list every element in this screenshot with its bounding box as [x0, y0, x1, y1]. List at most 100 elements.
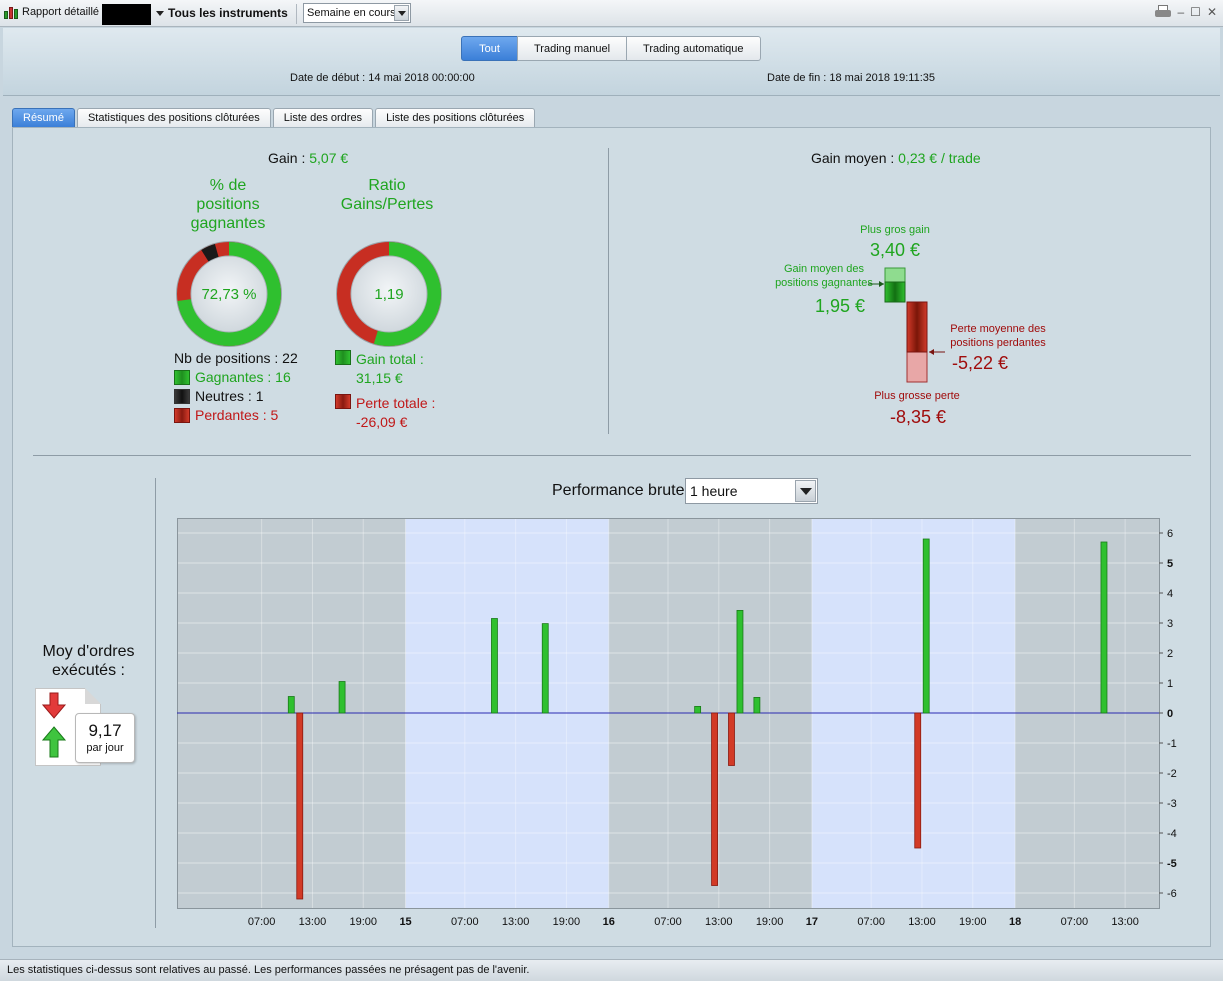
red-swatch-icon: [174, 407, 190, 423]
maximize-icon[interactable]: ☐: [1190, 5, 1201, 19]
orders-unit: par jour: [86, 742, 124, 754]
close-icon[interactable]: ✕: [1206, 5, 1217, 19]
positive-bar: [541, 623, 549, 714]
winning-label: Gagnantes : 16: [195, 369, 291, 385]
biggest-loss-value: -8,35 €: [889, 407, 947, 427]
end-date-value: 18 mai 2018 19:11:35: [829, 72, 935, 84]
segment-all[interactable]: Tout: [461, 36, 518, 61]
x-tick-label: 07:00: [451, 916, 479, 928]
y-tick-label: -6: [1167, 888, 1177, 900]
print-icon[interactable]: [1155, 5, 1172, 19]
avg-losing-label-line: Perte moyenne des: [950, 323, 1046, 335]
x-tick-label: 16: [603, 916, 615, 928]
ratio-title-line: Ratio: [368, 177, 406, 194]
toolbar: Rapport détaillé Tous les instruments Se…: [0, 0, 1223, 27]
end-date-label: Date de fin :: [767, 72, 827, 84]
interval-dropdown-button[interactable]: [795, 480, 816, 502]
legend-neutral: Neutres : 1: [174, 388, 263, 404]
total-loss: Perte totale : -26,09 €: [356, 394, 435, 432]
x-tick-label: 19:00: [756, 916, 784, 928]
avg-gain-value: 0,23 € / trade: [898, 150, 981, 166]
report-label: Rapport détaillé: [22, 6, 100, 18]
legend-total-gain: Gain total : 31,15 €: [335, 350, 424, 388]
x-tick-label: 17: [806, 916, 818, 928]
positive-bar: [753, 696, 761, 714]
gain-value: 5,07 €: [309, 150, 349, 166]
segment-manual[interactable]: Trading manuel: [517, 36, 628, 61]
instrument-dropdown[interactable]: Tous les instruments: [156, 6, 288, 20]
winners-title-line: gagnantes: [190, 215, 266, 232]
negative-bar: [296, 712, 304, 900]
performance-chart: 6 5 4 3 2 1 0 -1 -2 -3 -4 -5 -6 07:00 13:00 19:00 15 07:0…: [177, 518, 1177, 928]
ratio-value: 1,19: [374, 285, 404, 303]
chevron-down-icon: [156, 10, 164, 16]
y-tick-label: -4: [1167, 828, 1177, 840]
y-tick-label: 1: [1167, 678, 1173, 690]
winners-donut-chart: [176, 241, 282, 347]
section-divider: [155, 478, 156, 928]
gain-label: Gain :: [268, 150, 306, 166]
y-tick-label: 6: [1167, 528, 1173, 540]
avg-winning-label: Gain moyen des positions gagnantes: [761, 262, 887, 290]
ratio-title-line: Gains/Pertes: [340, 196, 434, 213]
positive-bar: [736, 610, 744, 714]
winners-title-line: % de: [209, 177, 247, 194]
green-swatch-icon: [174, 369, 190, 385]
tab-bar: Résumé Statistiques des positions clôtur…: [12, 108, 537, 127]
x-tick-label: 19:00: [349, 916, 377, 928]
negative-bar: [711, 712, 718, 886]
chevron-down-icon: [799, 487, 812, 495]
interval-value: 1 heure: [690, 483, 738, 499]
section-divider: [33, 455, 1191, 456]
tab-orders-list[interactable]: Liste des ordres: [272, 108, 374, 127]
y-tick-label: -1: [1167, 738, 1177, 750]
period-dropdown-button[interactable]: [394, 5, 409, 21]
minimize-icon[interactable]: –: [1177, 5, 1185, 19]
positive-bar: [338, 681, 346, 714]
total-gain-value: 31,15 €: [356, 370, 403, 386]
x-tick-label: 13:00: [908, 916, 936, 928]
x-tick-label: 18: [1009, 916, 1021, 928]
start-date-value: 14 mai 2018 00:00:00: [368, 72, 475, 84]
legend-winning: Gagnantes : 16: [174, 369, 291, 385]
tab-closed-stats[interactable]: Statistiques des positions clôturées: [76, 108, 271, 127]
avg-losing-value: -5,22 €: [951, 353, 1009, 373]
winners-donut: 72,73 %: [175, 240, 283, 348]
summary-panel: Gain : 5,07 € % de positions gagnantes R…: [12, 127, 1211, 947]
y-tick-label: 0: [1167, 708, 1173, 720]
orders-arrows-icon: [42, 692, 67, 758]
orders-per-day-card: 9,17 par jour: [75, 713, 135, 763]
x-tick-label: 13:00: [502, 916, 530, 928]
tab-summary[interactable]: Résumé: [12, 108, 75, 127]
orders-title-line: Moy d'ordres: [42, 643, 135, 660]
winners-title-line: positions: [196, 196, 260, 213]
avg-winning-label-line: positions gagnantes: [775, 277, 873, 289]
period-value: Semaine en cours: [307, 7, 396, 19]
trading-mode-selector: Tout Trading manuel Trading automatique: [461, 36, 761, 61]
segment-automatic[interactable]: Trading automatique: [626, 36, 761, 61]
green-swatch-icon: [335, 350, 351, 365]
total-loss-value: -26,09 €: [356, 414, 408, 430]
y-tick-label: 4: [1167, 588, 1173, 600]
total-loss-label: Perte totale :: [356, 395, 436, 411]
biggest-gain-value: 3,40 €: [869, 240, 921, 260]
report-chart-icon: [4, 5, 19, 19]
x-tick-label: 13:00: [299, 916, 327, 928]
report-button[interactable]: Rapport détaillé: [4, 5, 99, 19]
tab-closed-positions[interactable]: Liste des positions clôturées: [375, 108, 536, 127]
total-gain-label: Gain total :: [356, 351, 424, 367]
window-controls: – ☐ ✕: [1155, 5, 1217, 19]
x-tick-label: 15: [399, 916, 411, 928]
period-select[interactable]: Semaine en cours: [303, 3, 411, 23]
orders-title-line: exécutés :: [52, 662, 125, 679]
instrument-label: Tous les instruments: [168, 6, 288, 20]
positions-count: Nb de positions : 22: [174, 350, 298, 366]
neutral-label: Neutres : 1: [195, 388, 264, 404]
legend-losing: Perdantes : 5: [174, 407, 278, 423]
red-swatch-icon: [335, 394, 351, 409]
losing-label: Perdantes : 5: [195, 407, 279, 423]
x-tick-label: 13:00: [1111, 916, 1139, 928]
interval-select[interactable]: 1 heure: [685, 478, 818, 504]
biggest-loss-label: Plus grosse perte: [874, 390, 960, 402]
x-tick-label: 19:00: [959, 916, 987, 928]
